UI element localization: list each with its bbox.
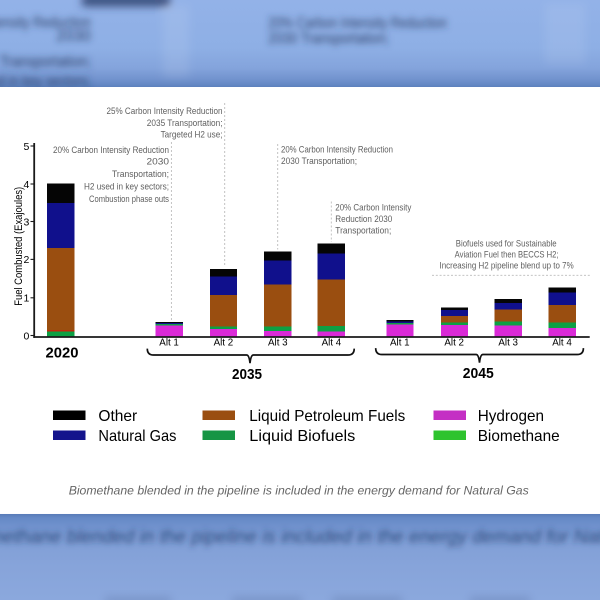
svg-text:H2 used in key sectors;: H2 used in key sectors; bbox=[84, 181, 169, 191]
svg-text:Hydrogen: Hydrogen bbox=[478, 408, 544, 425]
svg-text:2030: 2030 bbox=[56, 28, 91, 45]
svg-text:2035 Transportation;: 2035 Transportation; bbox=[147, 118, 223, 128]
svg-text:Transportation;: Transportation; bbox=[0, 53, 91, 70]
svg-text:2030 Transportation;: 2030 Transportation; bbox=[281, 156, 357, 166]
svg-text:25% Carbon Intensity Reduction: 25% Carbon Intensity Reduction bbox=[107, 106, 223, 116]
svg-text:2: 2 bbox=[23, 254, 29, 266]
svg-text:Alt 4: Alt 4 bbox=[322, 338, 342, 349]
svg-text:Natural Gas: Natural Gas bbox=[98, 428, 176, 445]
svg-text:Alt 1: Alt 1 bbox=[390, 338, 410, 349]
svg-text:Transportation;: Transportation; bbox=[112, 169, 169, 179]
svg-text:20% Carbon Intensity Reduction: 20% Carbon Intensity Reduction bbox=[268, 15, 447, 32]
svg-text:3: 3 bbox=[23, 216, 29, 228]
svg-text:20% Carbon Intensity Reduction: 20% Carbon Intensity Reduction bbox=[53, 145, 169, 155]
svg-text:H2 used in key sectors;: H2 used in key sectors; bbox=[0, 73, 91, 90]
svg-text:Targeted H2 use;: Targeted H2 use; bbox=[161, 129, 223, 139]
svg-text:4: 4 bbox=[23, 179, 29, 191]
svg-text:20% Carbon Intensity: 20% Carbon Intensity bbox=[335, 203, 411, 213]
svg-text:2030: 2030 bbox=[147, 157, 170, 167]
svg-text:Increasing H2 pipeline blend u: Increasing H2 pipeline blend up to 7% bbox=[440, 261, 574, 271]
svg-text:Transportation;: Transportation; bbox=[335, 225, 391, 235]
svg-text:2045: 2045 bbox=[463, 365, 494, 382]
svg-text:Alt 4: Alt 4 bbox=[552, 338, 572, 349]
svg-text:0: 0 bbox=[23, 330, 29, 342]
svg-text:Aviation Fuel then BECCS H2;: Aviation Fuel then BECCS H2; bbox=[455, 250, 559, 260]
svg-text:Other: Other bbox=[98, 408, 137, 425]
svg-text:Reduction 2030: Reduction 2030 bbox=[335, 214, 392, 224]
svg-text:Biofuels used for Sustainable: Biofuels used for Sustainable bbox=[456, 239, 557, 249]
svg-text:20% Carbon Intensity Reduction: 20% Carbon Intensity Reduction bbox=[0, 14, 91, 31]
svg-text:Alt 2: Alt 2 bbox=[214, 338, 234, 349]
svg-text:2035: 2035 bbox=[232, 366, 262, 383]
svg-text:Liquid Petroleum Fuels: Liquid Petroleum Fuels bbox=[249, 408, 405, 425]
svg-text:Biomethane blended in the pip: Biomethane blended in the pipeline is in… bbox=[0, 527, 600, 548]
svg-text:Combustion phase outs: Combustion phase outs bbox=[89, 194, 169, 204]
svg-text:Biomethane blended in the pip: Biomethane blended in the pipeline is in… bbox=[69, 484, 529, 498]
svg-text:20% Carbon Intensity Reduction: 20% Carbon Intensity Reduction bbox=[281, 144, 393, 154]
svg-text:Alt 2: Alt 2 bbox=[444, 338, 464, 349]
svg-text:Alt 1: Alt 1 bbox=[159, 338, 179, 349]
svg-text:Alt 3: Alt 3 bbox=[498, 338, 518, 349]
svg-text:5: 5 bbox=[23, 141, 29, 153]
svg-text:Liquid Biofuels: Liquid Biofuels bbox=[249, 428, 355, 445]
svg-text:Biomethane: Biomethane bbox=[478, 428, 560, 445]
svg-text:2020: 2020 bbox=[46, 344, 79, 361]
svg-text:Alt 3: Alt 3 bbox=[268, 338, 288, 349]
svg-text:Fuel Combusted (Exajoules): Fuel Combusted (Exajoules) bbox=[13, 187, 25, 306]
svg-text:1: 1 bbox=[23, 293, 29, 305]
svg-text:2030 Transportation;: 2030 Transportation; bbox=[268, 31, 389, 48]
